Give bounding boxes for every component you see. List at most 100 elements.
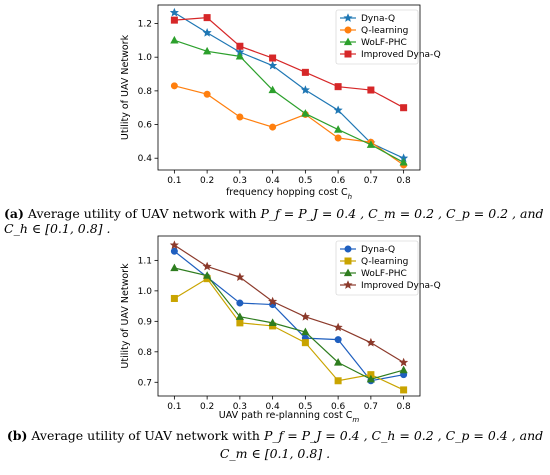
legend-label: Q-learning xyxy=(361,257,408,267)
caption-b-math-line1: P_f = P_J = 0.4 , C_h = 0.2 , C_p = 0.4 … xyxy=(263,428,544,443)
data-point xyxy=(399,365,408,374)
y-tick-label: 1.1 xyxy=(138,256,152,266)
x-axis-label: UAV path re-planning cost Cm xyxy=(219,410,360,424)
data-point xyxy=(399,357,409,367)
chart-panel-b: 0.1 0.2 0.3 0.4 0.5 0.6 0.7 0.8 0.7 0.8 0.9 1.0 1.1 U… xyxy=(120,235,441,424)
data-point xyxy=(301,339,309,347)
legend-marker xyxy=(343,37,353,46)
caption-a: (a) Average utility of UAV network with … xyxy=(0,206,550,236)
data-point xyxy=(300,85,310,94)
data-point xyxy=(269,54,277,62)
data-point xyxy=(400,386,408,394)
chart-panel-a: 0.1 0.2 0.3 0.4 0.5 0.6 0.7 0.8 0.4 0.6 0.8 1.0 1.2 f… xyxy=(120,4,441,201)
data-point xyxy=(334,134,342,142)
legend-label: Improved Dyna-Q xyxy=(361,281,441,291)
x-tick-label: 0.2 xyxy=(200,176,214,186)
data-point xyxy=(235,51,244,60)
data-point xyxy=(333,322,343,332)
y-axis-label: Utility of UAV Network xyxy=(120,34,131,140)
data-point xyxy=(400,104,408,112)
series-q-learning xyxy=(170,82,408,169)
series-line xyxy=(174,250,404,382)
data-point xyxy=(268,296,278,306)
data-point xyxy=(170,294,178,302)
x-tick-label: 0.2 xyxy=(200,402,214,412)
legend-marker xyxy=(344,257,352,265)
data-point xyxy=(170,82,178,90)
legend: Dyna-Q Q-learning WoLF-PHC Improved Dyna-Q xyxy=(335,9,441,65)
data-point xyxy=(235,272,245,282)
data-point xyxy=(366,140,375,148)
data-point xyxy=(169,240,179,250)
legend-marker xyxy=(343,268,353,277)
x-tick-label: 0.4 xyxy=(265,176,280,186)
series-improved-dyna-q xyxy=(169,240,409,367)
data-point xyxy=(202,27,212,37)
plot-frame xyxy=(157,235,421,397)
x-tick-label: 0.5 xyxy=(298,176,312,186)
data-point xyxy=(236,319,244,327)
y-axis-label: Utility of UAV Network xyxy=(120,263,131,369)
data-point xyxy=(399,157,408,166)
caption-a-label: (a) xyxy=(4,206,24,221)
data-point xyxy=(334,125,343,133)
legend-marker xyxy=(344,50,352,58)
data-point xyxy=(367,86,375,94)
legend: Dyna-Q Q-learning WoLF-PHC Improved Dyna-Q xyxy=(335,240,441,296)
caption-b-math-line2: C_m ∈ [0.1, 0.8] . xyxy=(219,446,331,461)
y-tick-label: 0.6 xyxy=(138,121,153,131)
x-tick-label: 0.4 xyxy=(265,402,280,412)
series-dyna-q xyxy=(169,7,409,163)
series-line xyxy=(174,277,404,391)
y-tick-label: 0.8 xyxy=(138,348,153,358)
data-point xyxy=(170,35,179,44)
y-tick-label: 0.8 xyxy=(138,87,153,97)
data-point xyxy=(235,312,244,320)
data-point xyxy=(366,374,375,383)
data-point xyxy=(203,14,211,22)
x-tick-label: 0.1 xyxy=(167,402,181,412)
data-point xyxy=(301,68,309,76)
data-point xyxy=(236,113,244,121)
y-tick-label: 0.7 xyxy=(138,378,152,388)
series-line xyxy=(174,267,404,380)
x-tick-label: 0.1 xyxy=(167,176,181,186)
data-point xyxy=(301,109,310,117)
data-point xyxy=(170,247,178,255)
legend-box xyxy=(335,240,419,296)
data-point xyxy=(334,358,343,366)
x-tick-label: 0.6 xyxy=(331,402,346,412)
series-line xyxy=(174,39,404,163)
x-tick-label: 0.8 xyxy=(396,402,411,412)
x-tick-label: 0.5 xyxy=(298,402,312,412)
data-point xyxy=(203,46,212,55)
caption-b-label: (b) xyxy=(6,428,28,443)
x-tick-label: 0.7 xyxy=(364,176,378,186)
data-point xyxy=(334,377,342,385)
data-point xyxy=(300,311,310,321)
caption-b-text: Average utility of UAV network with xyxy=(31,428,260,443)
data-point xyxy=(236,299,244,307)
data-point xyxy=(268,60,278,70)
legend-label: Improved Dyna-Q xyxy=(361,50,441,60)
data-point xyxy=(268,85,277,94)
data-point xyxy=(236,42,244,50)
data-point xyxy=(268,318,277,326)
data-point xyxy=(301,327,310,336)
y-tick-label: 1.0 xyxy=(138,287,153,297)
y-tick-label: 0.4 xyxy=(138,154,153,164)
y-tick-label: 1.0 xyxy=(138,53,153,63)
legend-box xyxy=(335,9,419,65)
legend-label: Q-learning xyxy=(361,26,408,36)
data-point xyxy=(170,16,178,24)
legend-label: WoLF-PHC xyxy=(361,269,407,279)
data-point xyxy=(169,7,179,17)
legend-marker xyxy=(343,13,353,22)
series-wolf-phc xyxy=(170,263,408,383)
data-point xyxy=(203,90,211,98)
x-tick-label: 0.7 xyxy=(364,402,378,412)
legend-marker xyxy=(343,280,353,289)
data-point xyxy=(366,337,376,347)
series-improved-dyna-q xyxy=(170,14,408,112)
